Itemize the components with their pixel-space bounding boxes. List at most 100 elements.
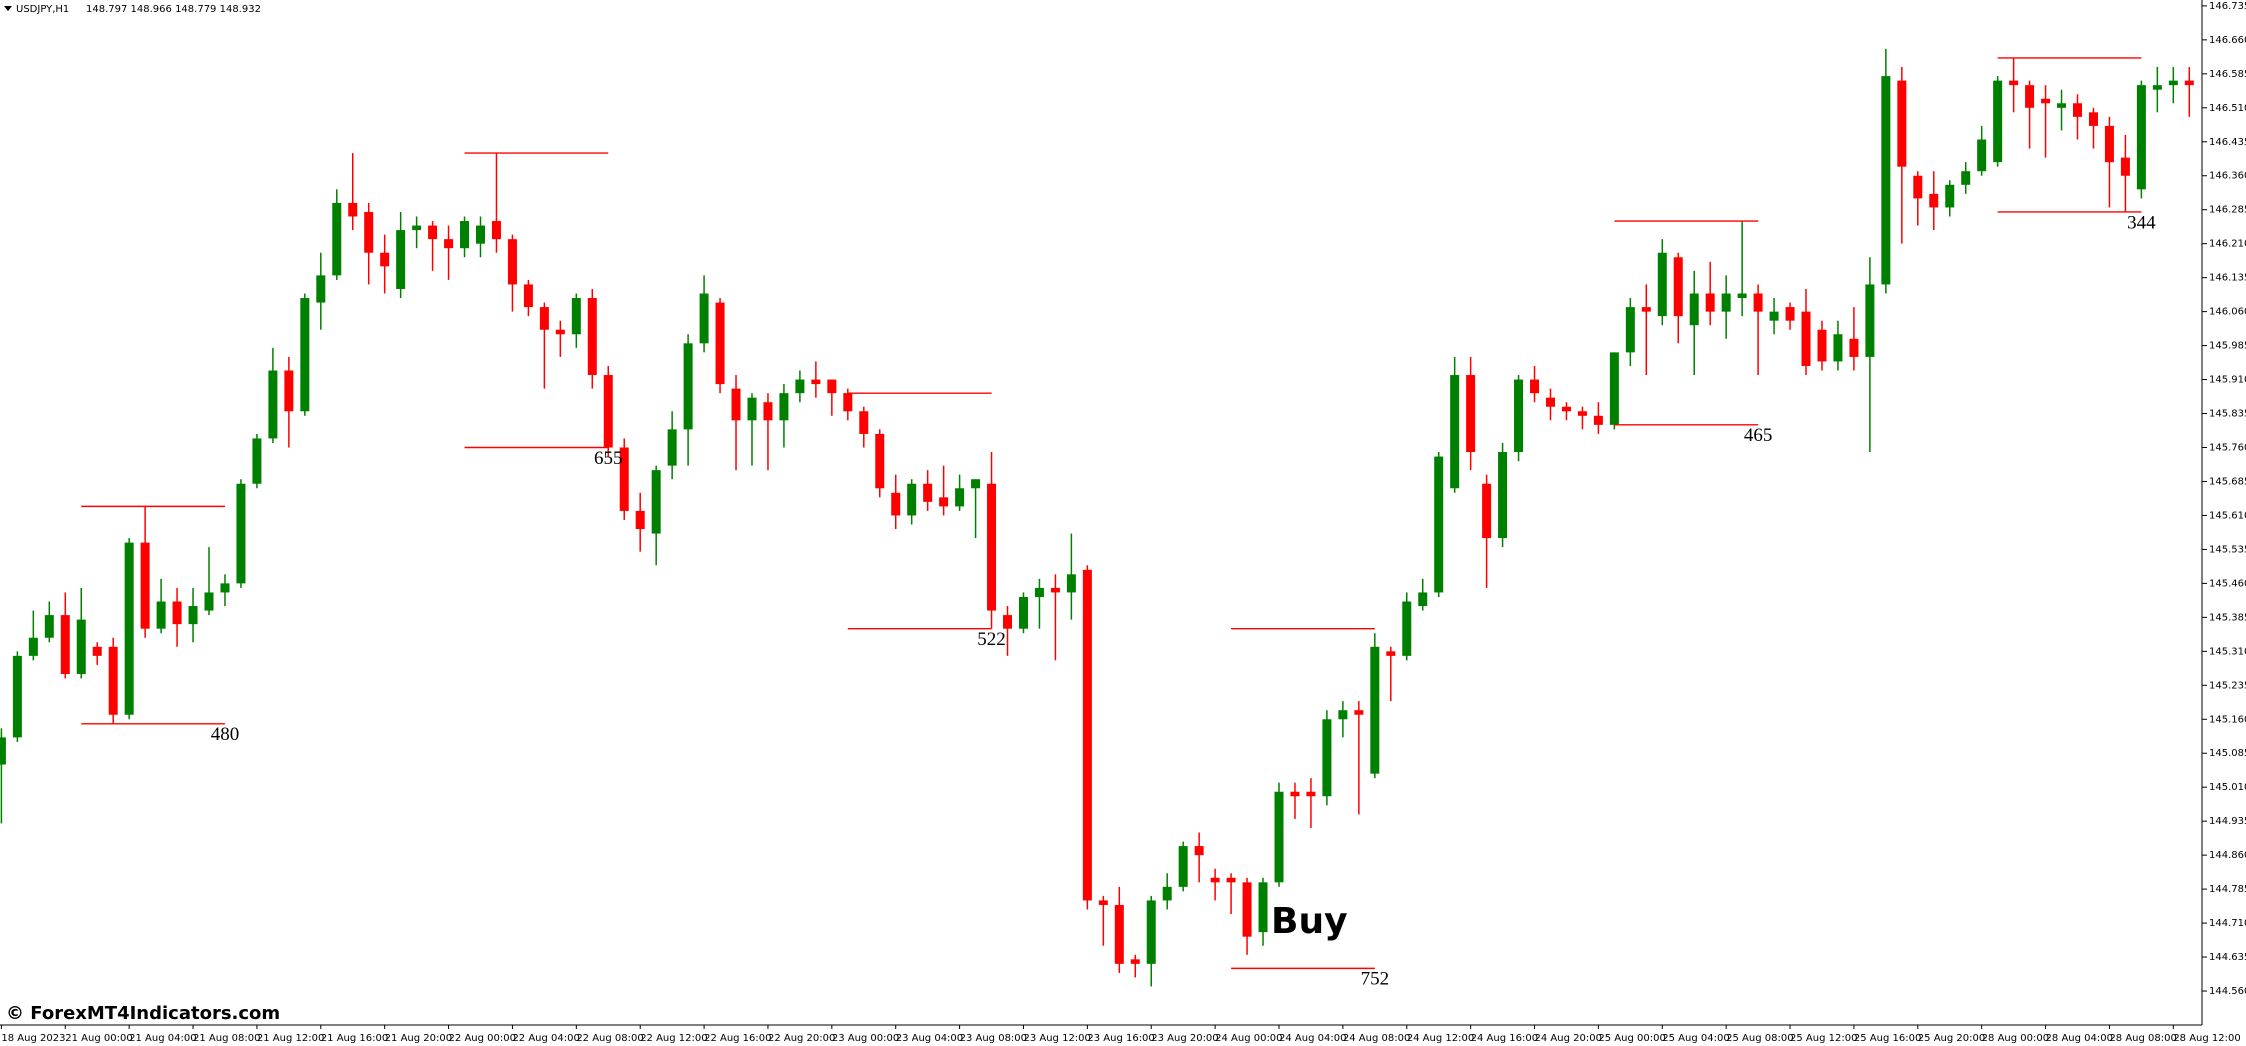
candle-body	[1450, 375, 1460, 489]
candle-body	[476, 225, 485, 244]
candle-body	[2025, 85, 2035, 108]
candle-body	[1913, 175, 1923, 199]
candle-body	[316, 275, 326, 303]
candle-body	[428, 225, 438, 240]
y-tick-label: 145.835	[2209, 409, 2246, 420]
candle-body	[1530, 379, 1540, 394]
x-tick-label: 28 Aug 04:00	[2046, 1033, 2113, 1044]
candle-body	[412, 225, 422, 231]
x-tick-label: 24 Aug 08:00	[1343, 1033, 1410, 1044]
candle-body	[1801, 311, 1811, 366]
x-tick-label: 25 Aug 04:00	[1662, 1033, 1729, 1044]
candle-body	[2057, 103, 2067, 108]
candle-body	[1434, 456, 1444, 593]
candle-body	[2073, 103, 2082, 117]
y-tick-label: 146.210	[2209, 239, 2246, 250]
y-tick-label: 145.985	[2209, 341, 2246, 352]
x-tick-label: 22 Aug 04:00	[512, 1033, 579, 1044]
watermark: © ForexMT4Indicators.com	[6, 1003, 280, 1024]
x-tick-label: 24 Aug 04:00	[1279, 1033, 1346, 1044]
candle-body	[236, 483, 246, 584]
candle-body	[1673, 257, 1683, 317]
y-tick-label: 146.285	[2209, 205, 2246, 216]
candle-body	[635, 510, 645, 530]
x-tick-label: 25 Aug 16:00	[1854, 1033, 1921, 1044]
candle-body	[92, 646, 102, 656]
candle-body	[1721, 293, 1731, 312]
y-tick-label: 145.685	[2209, 476, 2246, 487]
candle-body	[2104, 125, 2114, 163]
candle-body	[1482, 483, 1492, 539]
candle-body	[1514, 379, 1524, 453]
candle-body	[1210, 877, 1220, 883]
candle-body	[380, 252, 390, 267]
candle-body	[1929, 193, 1939, 208]
x-tick-label: 25 Aug 20:00	[1918, 1033, 1985, 1044]
candle-body	[779, 393, 789, 421]
range-points: 655	[594, 448, 623, 469]
symbol: USDJPY,H1	[16, 4, 69, 15]
candle-body	[1226, 877, 1236, 883]
y-tick-label: 145.460	[2209, 578, 2246, 589]
candle-body	[28, 637, 38, 656]
candle-body	[348, 202, 358, 217]
x-tick-label: 23 Aug 12:00	[1023, 1033, 1090, 1044]
candle-body	[444, 239, 454, 249]
x-tick-label: 22 Aug 12:00	[640, 1033, 707, 1044]
candle-body	[156, 601, 166, 629]
candle-body	[1306, 791, 1316, 797]
candle-body	[1977, 139, 1987, 172]
menu-arrow	[4, 6, 12, 11]
candle-body	[1194, 846, 1204, 856]
candle-body	[76, 619, 86, 674]
candle-body	[891, 492, 901, 516]
candle-body	[923, 483, 933, 502]
candle-body	[124, 542, 134, 715]
candle-body	[1609, 352, 1619, 425]
candle-body	[1705, 293, 1715, 312]
candle-body	[747, 397, 757, 421]
y-tick-label: 145.085	[2209, 748, 2246, 759]
candle-body	[1066, 574, 1076, 593]
y-tick-label: 145.235	[2209, 680, 2246, 691]
candle-body	[2136, 85, 2146, 190]
candle-body	[396, 230, 406, 289]
candle-body	[651, 470, 661, 534]
y-tick-label: 144.785	[2209, 884, 2246, 895]
candle-body	[1370, 646, 1380, 774]
y-tick-label: 145.160	[2209, 714, 2246, 725]
y-tick-label: 144.560	[2209, 986, 2246, 997]
candle-body	[2152, 85, 2162, 90]
candle-body	[1625, 307, 1635, 353]
candle-body	[507, 239, 517, 285]
candle-body	[1082, 569, 1092, 901]
candle-body	[827, 379, 837, 394]
y-tick-label: 145.910	[2209, 375, 2246, 386]
candle-body	[2009, 80, 2019, 86]
x-tick-label: 25 Aug 08:00	[1726, 1033, 1793, 1044]
x-tick-label: 22 Aug 00:00	[449, 1033, 516, 1044]
candle-body	[2088, 112, 2098, 126]
candle-body	[204, 592, 214, 611]
x-tick-label: 24 Aug 12:00	[1407, 1033, 1474, 1044]
candle-body	[140, 542, 150, 629]
candle-body	[1785, 307, 1795, 321]
y-tick-label: 146.360	[2209, 171, 2246, 182]
candle-body	[1545, 397, 1555, 407]
candle-body	[1146, 900, 1156, 964]
candle-body	[44, 615, 54, 638]
candle-body	[491, 221, 501, 240]
x-tick-label: 23 Aug 04:00	[896, 1033, 963, 1044]
x-tick-label: 28 Aug 08:00	[2109, 1033, 2176, 1044]
candle-body	[667, 429, 677, 466]
candle-body	[12, 655, 22, 738]
x-tick-label: 22 Aug 20:00	[768, 1033, 835, 1044]
candle-body	[460, 221, 470, 249]
candle-body	[1593, 415, 1603, 425]
y-tick-label: 145.760	[2209, 443, 2246, 454]
range-points: 522	[977, 629, 1006, 650]
candle-body	[2120, 157, 2130, 176]
candle-body	[1290, 791, 1300, 797]
candle-body	[284, 370, 294, 412]
